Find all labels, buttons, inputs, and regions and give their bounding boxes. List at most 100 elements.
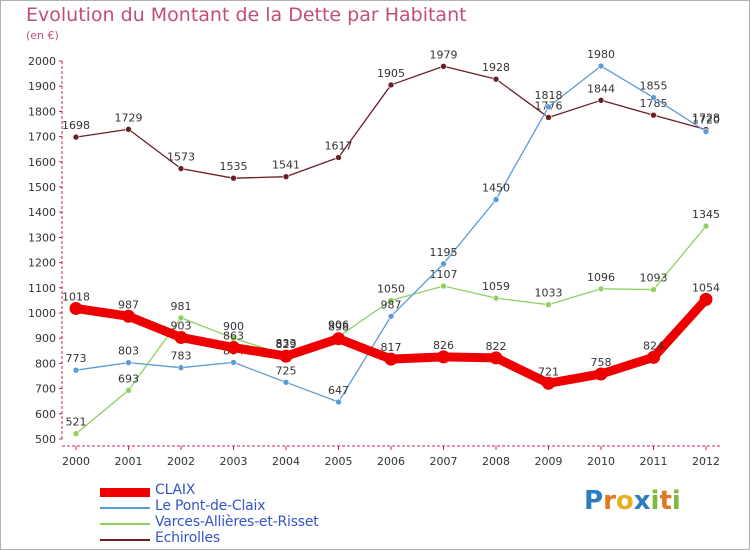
data-point <box>230 174 237 182</box>
data-label: 1018 <box>62 290 90 303</box>
data-point <box>597 97 605 104</box>
chart-title: Evolution du Montant de la Dette par Hab… <box>26 4 467 26</box>
data-label: 824 <box>643 339 664 352</box>
data-label: 1535 <box>220 160 248 173</box>
legend-swatch <box>100 539 150 541</box>
data-label: 1033 <box>535 287 563 300</box>
data-label: 987 <box>118 298 139 311</box>
x-tick-label: 2011 <box>640 455 668 468</box>
data-point <box>279 349 293 363</box>
data-point <box>174 330 188 344</box>
logo-letter: o <box>615 486 634 516</box>
data-label: 1785 <box>640 97 668 110</box>
data-point <box>650 111 657 119</box>
legend-label: CLAIX <box>155 482 196 498</box>
data-label: 521 <box>66 416 87 429</box>
y-tick-label: 2000 <box>28 55 56 68</box>
data-point <box>387 312 395 320</box>
data-label: 1345 <box>692 208 720 221</box>
data-label: 1059 <box>482 280 510 293</box>
data-label: 1979 <box>430 48 458 61</box>
data-point <box>650 94 657 101</box>
y-tick-label: 1000 <box>28 307 56 320</box>
logo-letter: r <box>603 486 616 516</box>
x-tick-label: 2006 <box>377 455 405 468</box>
data-label: 1050 <box>377 282 405 295</box>
data-point <box>72 366 80 374</box>
data-label: 1450 <box>482 182 510 195</box>
data-point <box>597 285 605 293</box>
data-label: 833 <box>276 337 297 350</box>
data-label: 906 <box>328 319 349 332</box>
legend-label: Le Pont-de-Claix <box>155 498 266 514</box>
x-tick-label: 2008 <box>482 455 510 468</box>
data-point <box>437 350 450 364</box>
data-point <box>702 128 710 135</box>
data-point <box>597 62 605 70</box>
data-label: 1855 <box>640 80 668 93</box>
data-point <box>177 314 185 322</box>
data-label: 1698 <box>62 119 90 132</box>
data-point <box>177 364 185 371</box>
data-point <box>492 75 500 83</box>
data-point <box>125 359 132 366</box>
x-tick-label: 2003 <box>220 455 248 468</box>
data-point <box>489 351 503 365</box>
y-tick-label: 700 <box>35 383 56 396</box>
data-label: 987 <box>381 298 402 311</box>
data-point <box>335 398 342 406</box>
data-label: 783 <box>171 350 192 363</box>
data-label: 1818 <box>535 89 563 102</box>
y-tick-label: 1800 <box>28 105 56 118</box>
logo-letter: x <box>633 486 651 516</box>
y-tick-label: 800 <box>35 357 56 370</box>
data-label: 758 <box>591 356 612 369</box>
logo-letter: t <box>659 486 672 516</box>
data-point <box>647 350 660 364</box>
data-point <box>440 282 447 290</box>
logo-letter: i <box>671 486 681 516</box>
data-label: 903 <box>171 319 192 332</box>
data-point <box>122 309 135 323</box>
data-point <box>125 125 132 133</box>
data-point <box>227 341 240 355</box>
data-point <box>387 297 395 304</box>
x-tick-label: 2012 <box>692 455 720 468</box>
data-point <box>594 367 608 381</box>
data-point <box>545 103 552 111</box>
data-label: 1054 <box>692 281 720 294</box>
data-label: 981 <box>171 300 192 313</box>
data-label: 1844 <box>587 82 615 95</box>
data-label: 1573 <box>167 151 195 164</box>
legend-swatch <box>100 523 150 525</box>
x-tick-label: 2004 <box>272 455 300 468</box>
legend-label: Varces-Allières-et-Risset <box>155 514 319 530</box>
data-label: 1905 <box>377 67 405 80</box>
legend-swatch <box>100 507 150 509</box>
data-point <box>177 165 185 172</box>
data-label: 721 <box>538 365 559 378</box>
data-label: 1617 <box>325 140 353 153</box>
data-point <box>384 352 398 366</box>
data-label: 1928 <box>482 61 510 74</box>
chart-subtitle: (en €) <box>26 29 59 42</box>
data-label: 900 <box>223 320 244 333</box>
data-label: 898 <box>328 321 349 334</box>
y-tick-label: 500 <box>35 433 56 446</box>
data-label: 1195 <box>430 246 458 259</box>
data-point <box>387 81 395 89</box>
data-point <box>699 292 713 306</box>
data-point <box>335 154 342 161</box>
data-label: 1729 <box>115 111 143 124</box>
data-point <box>282 173 290 180</box>
data-label: 1980 <box>587 48 615 61</box>
logo-letter: i <box>650 486 660 516</box>
data-point <box>492 294 500 302</box>
data-label: 826 <box>433 339 454 352</box>
data-point <box>125 387 132 394</box>
y-tick-label: 1900 <box>28 80 56 93</box>
x-tick-label: 2005 <box>325 455 353 468</box>
data-point <box>492 196 500 203</box>
data-label: 1541 <box>272 159 300 172</box>
